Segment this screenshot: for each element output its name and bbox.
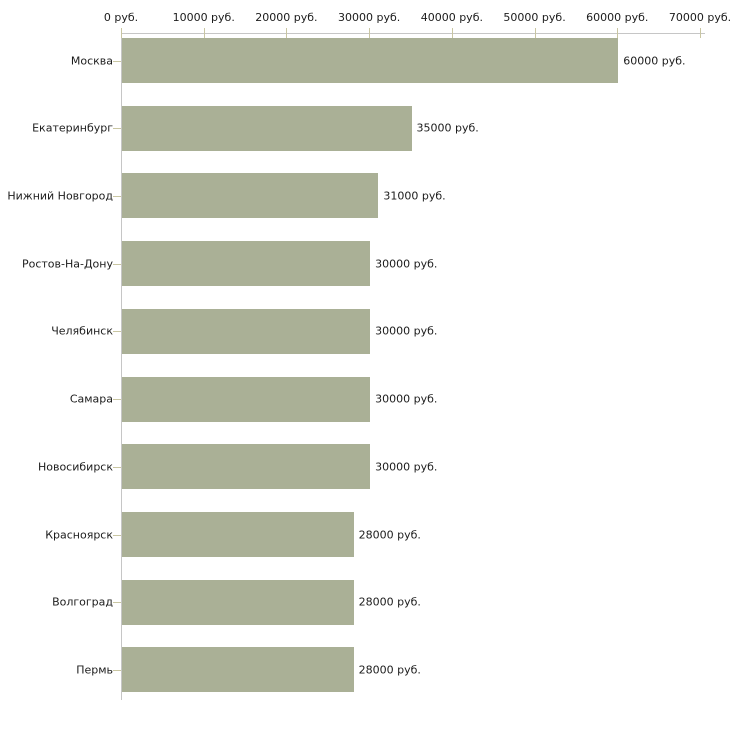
x-axis-tick-label: 60000 руб. [586,11,649,24]
category-label: Нижний Новгород [7,189,113,203]
bar [122,308,371,354]
category-tick [113,60,121,62]
bar [122,105,412,151]
category-label: Пермь [76,663,113,677]
y-axis-line [121,33,122,700]
category-tick [113,195,121,197]
x-axis-tick-label: 20000 руб. [255,11,318,24]
category-tick [113,399,121,401]
x-axis-tick-label: 30000 руб. [338,11,401,24]
x-axis-tick [286,28,288,38]
category-tick [113,669,121,671]
category-label: Москва [70,54,113,67]
category-tick [113,534,121,536]
bar-value-label: 30000 руб. [375,324,438,338]
category-label: Новосибирск [37,460,113,474]
bar-value-label: 28000 руб. [358,595,421,609]
bar [122,241,371,287]
category-label: Челябинск [51,324,113,338]
bar [122,444,371,490]
bar-value-label: 30000 руб. [375,392,438,406]
x-axis-tick [617,28,619,38]
bar-value-label: 35000 руб. [416,121,479,135]
bar-value-label: 30000 руб. [375,460,438,474]
bar-value-label: 60000 руб. [623,54,686,67]
x-axis-tick [121,28,122,38]
bar-value-label: 31000 руб. [383,189,446,203]
bar [122,579,354,625]
x-axis-tick [534,28,536,38]
x-axis-line [121,33,705,34]
bar-value-label: 28000 руб. [358,663,421,677]
bar-value-label: 28000 руб. [358,528,421,542]
x-axis-tick-label: 0 руб. [103,11,139,24]
bar [122,173,379,219]
x-axis-tick [700,28,701,38]
x-axis-tick [451,28,453,38]
category-label: Самара [69,392,113,406]
category-label: Ростов-На-Дону [21,257,113,271]
category-tick [113,128,121,130]
x-axis-tick-label: 50000 руб. [503,11,566,24]
category-tick [113,602,121,604]
x-axis-tick [203,28,205,38]
category-label: Волгоград [52,595,113,609]
bar-value-label: 30000 руб. [375,257,438,271]
category-tick [113,263,121,265]
bar [122,647,354,693]
x-axis-tick-label: 70000 руб. [668,11,730,24]
category-label: Красноярск [45,528,113,542]
x-axis-tick-label: 40000 руб. [420,11,483,24]
x-axis-tick [369,28,371,38]
x-axis-tick-label: 10000 руб. [172,11,235,24]
category-tick [113,466,121,468]
bar [122,38,619,83]
category-tick [113,331,121,333]
bar [122,512,354,558]
bar [122,376,371,422]
category-label: Екатеринбург [32,121,113,135]
